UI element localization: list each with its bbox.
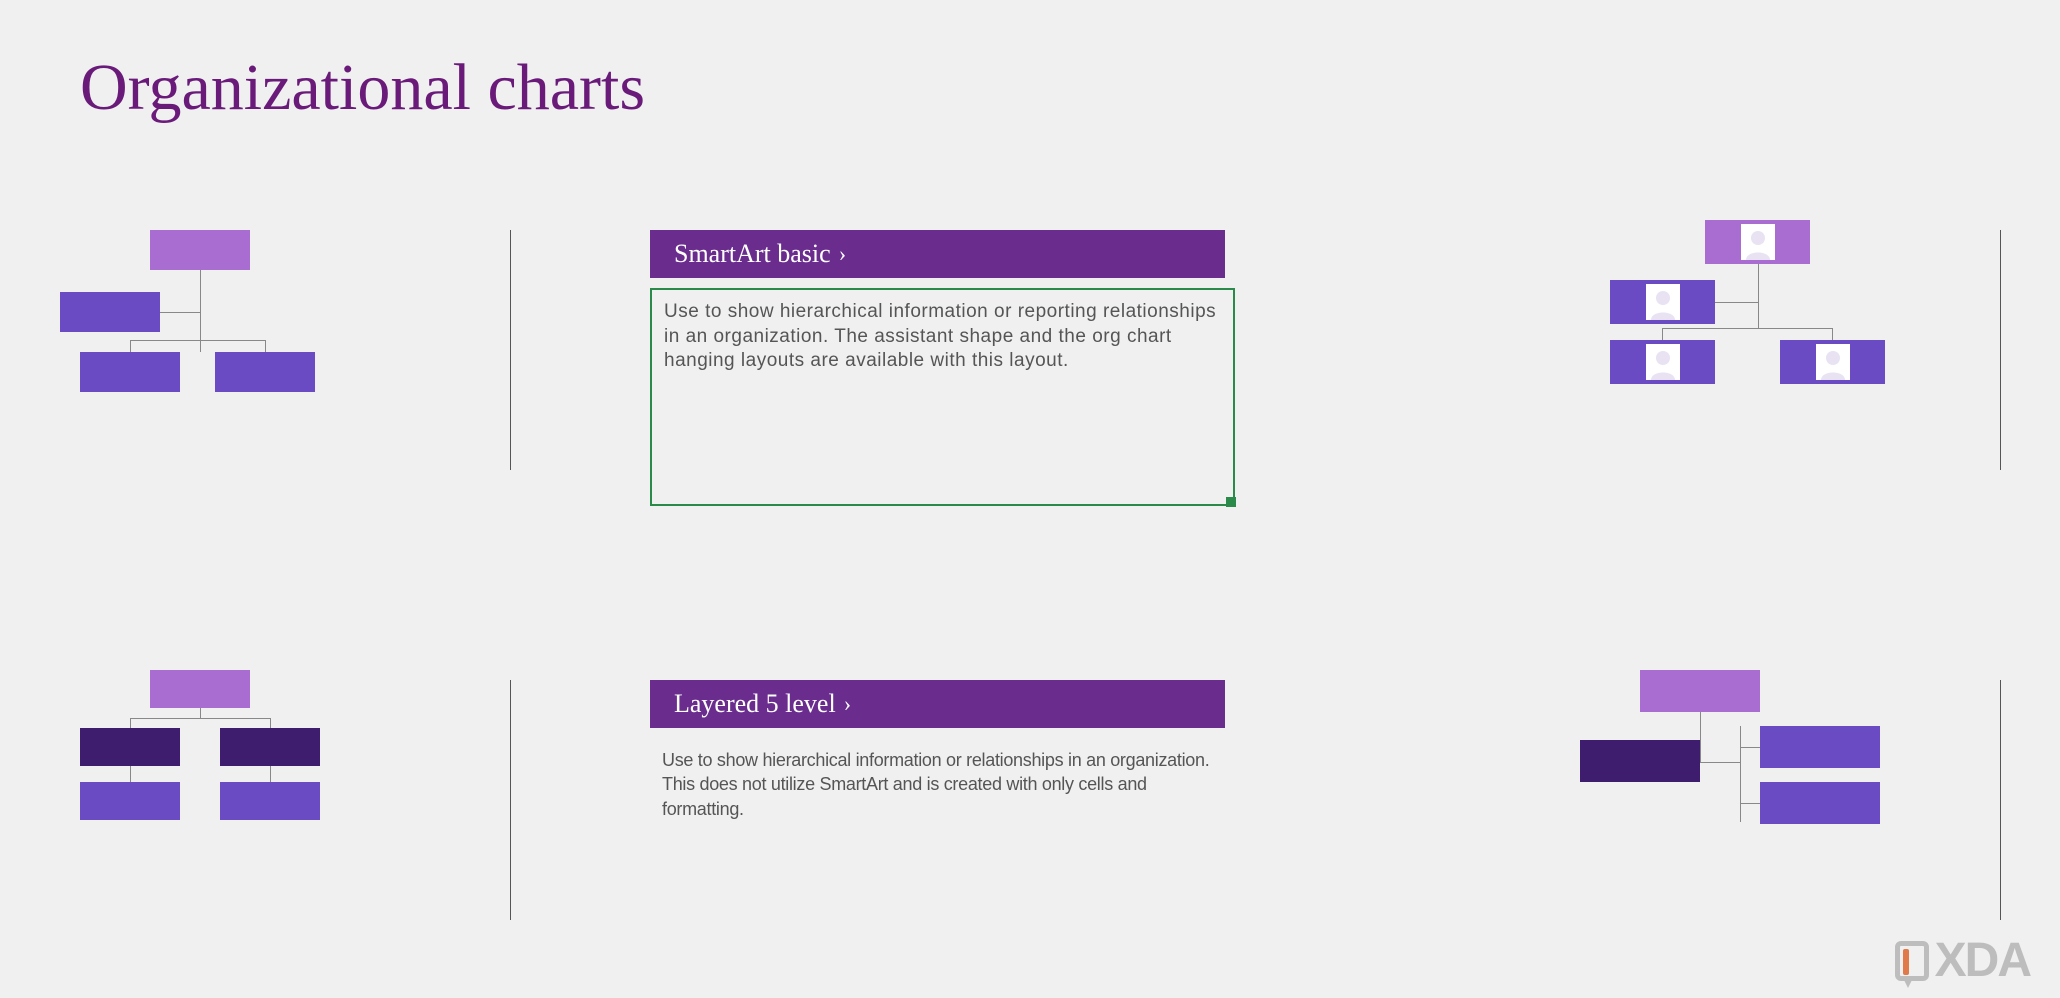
watermark-logo: XDA	[1895, 933, 2030, 988]
connector-line	[1700, 762, 1740, 763]
org-node-person	[1780, 340, 1885, 384]
connector-line	[160, 312, 200, 313]
connector-line	[1832, 328, 1833, 340]
connector-line	[1740, 803, 1760, 804]
org-node	[1760, 726, 1880, 768]
connector-line	[1662, 328, 1832, 329]
person-icon	[1816, 344, 1850, 380]
org-node	[80, 728, 180, 766]
chart-thumbnail-layered-right[interactable]	[1580, 670, 1950, 870]
org-node	[215, 352, 315, 392]
org-node	[80, 782, 180, 820]
chart-thumbnail-layered-left[interactable]	[60, 670, 350, 870]
person-icon	[1741, 224, 1775, 260]
section-header-label: Layered 5 level	[674, 689, 836, 719]
watermark-text: XDA	[1935, 933, 2030, 988]
connector-line	[1758, 264, 1759, 328]
divider	[510, 230, 511, 470]
connector-line	[1740, 726, 1741, 822]
connector-line	[270, 718, 271, 728]
section-description-layered[interactable]: Use to show hierarchical information or …	[650, 738, 1225, 831]
page-title: Organizational charts	[80, 50, 645, 126]
connector-line	[130, 340, 131, 352]
org-node	[150, 670, 250, 708]
connector-line	[130, 718, 270, 719]
person-icon	[1646, 284, 1680, 320]
connector-line	[1715, 302, 1758, 303]
chart-thumbnail-smartart-left[interactable]	[60, 230, 350, 430]
org-node	[150, 230, 250, 270]
chevron-right-icon: ›	[839, 241, 846, 267]
org-node	[220, 728, 320, 766]
section-description-smartart[interactable]: Use to show hierarchical information or …	[650, 288, 1235, 506]
divider	[2000, 680, 2001, 920]
connector-line	[130, 718, 131, 728]
connector-line	[200, 708, 201, 718]
org-node	[1640, 670, 1760, 712]
speech-bubble-icon	[1895, 941, 1929, 981]
org-node-person	[1610, 280, 1715, 324]
connector-line	[130, 340, 265, 341]
connector-line	[130, 766, 131, 782]
section-header-layered[interactable]: Layered 5 level ›	[650, 680, 1225, 728]
connector-line	[270, 766, 271, 782]
org-node	[80, 352, 180, 392]
connector-line	[1740, 747, 1760, 748]
divider	[2000, 230, 2001, 470]
org-node-person	[1705, 220, 1810, 264]
person-icon	[1646, 344, 1680, 380]
chevron-right-icon: ›	[844, 691, 851, 717]
org-node	[220, 782, 320, 820]
divider	[510, 680, 511, 920]
section-smartart-basic: SmartArt basic › Use to show hierarchica…	[0, 230, 2060, 530]
org-node	[60, 292, 160, 332]
org-node	[1580, 740, 1700, 782]
connector-line	[1700, 712, 1701, 762]
section-header-smartart[interactable]: SmartArt basic ›	[650, 230, 1225, 278]
connector-line	[1662, 328, 1663, 340]
org-node-person	[1610, 340, 1715, 384]
section-layered-5-level: Layered 5 level › Use to show hierarchic…	[0, 680, 2060, 980]
org-node	[1760, 782, 1880, 824]
section-header-label: SmartArt basic	[674, 239, 831, 269]
chart-thumbnail-smartart-right[interactable]	[1550, 220, 1920, 430]
connector-line	[265, 340, 266, 352]
